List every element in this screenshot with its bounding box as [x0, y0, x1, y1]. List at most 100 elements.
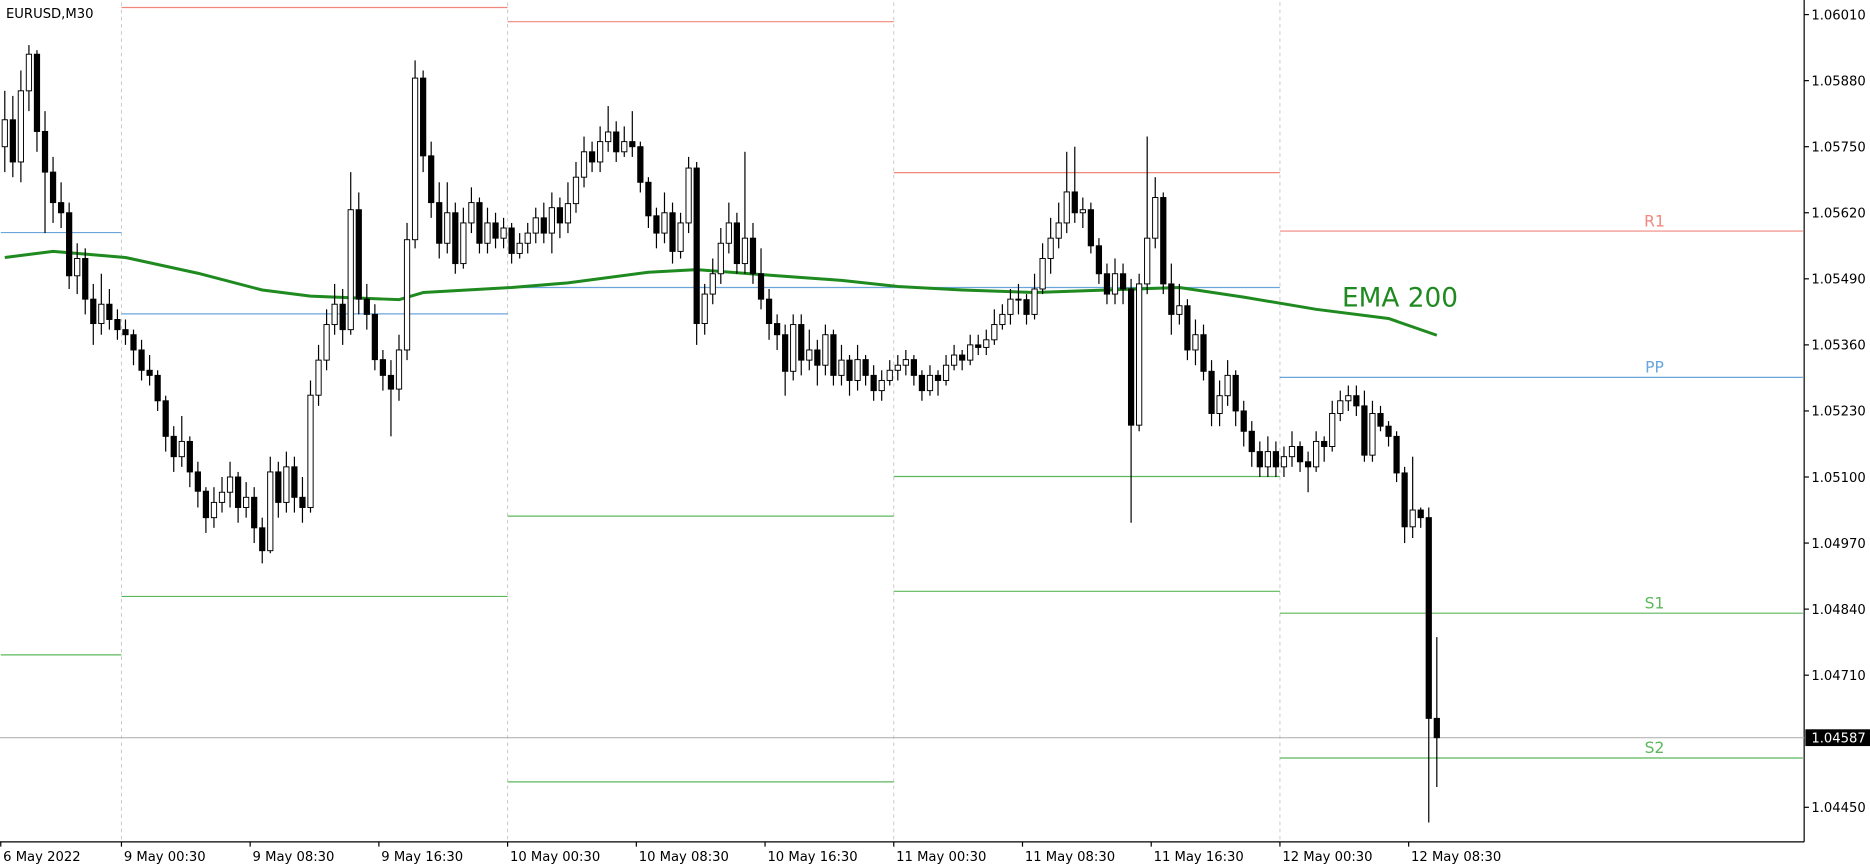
candle-body — [1417, 509, 1424, 519]
candle-body — [243, 496, 250, 508]
candle-body — [1015, 298, 1022, 301]
candle-body — [299, 496, 306, 508]
candle-body — [621, 141, 628, 153]
candle-body — [653, 215, 660, 234]
candle-body — [685, 167, 692, 224]
y-tick-label: 1.04970 — [1811, 537, 1865, 552]
candle-body — [1401, 472, 1408, 528]
candle-body — [90, 298, 97, 325]
y-tick-label: 1.04710 — [1811, 669, 1865, 684]
candle-body — [218, 491, 226, 503]
candle-body — [363, 298, 370, 315]
candle-body — [798, 324, 805, 361]
candle-body — [524, 232, 531, 244]
candle-body — [516, 242, 523, 254]
candle-body — [1361, 405, 1368, 456]
candle-body — [1007, 298, 1014, 315]
candle-body — [959, 354, 966, 361]
candle-body — [41, 130, 49, 173]
candle-body — [379, 359, 387, 376]
candle-body — [1184, 305, 1191, 351]
candle-body — [991, 324, 998, 341]
candle-body — [1136, 283, 1143, 426]
candle-body — [66, 212, 73, 277]
candle-body — [806, 349, 813, 361]
candle-body — [9, 119, 16, 163]
candle-body — [910, 359, 917, 376]
candle-body — [1095, 245, 1103, 275]
candle-body — [1055, 222, 1062, 239]
candle-body — [814, 349, 821, 366]
x-tick-label: 11 May 08:30 — [1025, 850, 1115, 865]
y-tick-label: 1.05100 — [1811, 471, 1865, 486]
candle-body — [226, 476, 234, 493]
candle-body — [1087, 209, 1094, 247]
y-tick-label: 1.05620 — [1811, 207, 1865, 222]
x-tick-label: 10 May 16:30 — [767, 850, 857, 865]
candle-body — [942, 364, 950, 381]
candle-body — [17, 90, 24, 163]
candle-body — [1409, 509, 1416, 528]
candle-body — [605, 131, 612, 143]
candle-body — [1256, 451, 1263, 468]
candle-body — [669, 212, 676, 252]
candle-body — [733, 222, 741, 265]
candle-body — [154, 374, 161, 402]
candle-body — [460, 222, 467, 265]
candle-body — [1272, 451, 1280, 468]
candle-body — [983, 339, 990, 348]
y-tick-label: 1.05490 — [1811, 273, 1865, 288]
candle-body — [661, 212, 668, 234]
y-tick-label: 1.05750 — [1811, 140, 1865, 155]
candle-body — [146, 369, 153, 376]
candle-body — [862, 359, 869, 376]
candle-body — [1232, 374, 1239, 412]
candle-body — [1264, 451, 1271, 468]
candle-body — [886, 369, 893, 381]
candle-body — [830, 334, 837, 376]
candle-body — [74, 258, 81, 277]
candle-body — [291, 466, 298, 498]
candle-body — [580, 151, 588, 178]
candle-body — [1313, 440, 1320, 468]
candle-body — [1296, 446, 1304, 463]
candle-body — [926, 374, 934, 392]
candle-body — [1063, 191, 1070, 224]
candle-body — [765, 298, 773, 325]
candle-body — [210, 501, 218, 519]
candle-body — [106, 303, 113, 320]
candle-body — [444, 212, 451, 244]
x-tick-label: 10 May 00:30 — [510, 850, 600, 865]
candle-body — [428, 155, 435, 204]
candle-body — [1047, 237, 1054, 259]
candle-body — [782, 334, 789, 372]
candle-body — [57, 202, 65, 214]
candle-body — [202, 490, 210, 519]
candle-body — [1216, 395, 1223, 414]
candle-body — [49, 171, 57, 204]
pivot-label: S2 — [1645, 739, 1665, 757]
candle-body — [757, 273, 765, 300]
candle-body — [572, 176, 580, 205]
x-tick-label: 11 May 00:30 — [896, 850, 986, 865]
candle-body — [355, 209, 362, 300]
candle-body — [138, 349, 145, 371]
candle-body — [395, 349, 403, 390]
candle-body — [790, 324, 797, 372]
candle-body — [588, 151, 596, 163]
candle-body — [411, 77, 419, 241]
candle-body — [629, 141, 636, 148]
candle-body — [725, 222, 732, 244]
y-tick-label: 1.05230 — [1811, 405, 1865, 420]
candle-body — [33, 53, 41, 132]
pivot-label: S1 — [1645, 594, 1665, 612]
candle-body — [1240, 410, 1247, 432]
candle-body — [275, 471, 282, 503]
candle-body — [1144, 237, 1151, 285]
x-tick-label: 12 May 08:30 — [1411, 850, 1501, 865]
candle-body — [717, 242, 724, 275]
candle-body — [1385, 425, 1392, 437]
chart-title: EURUSD,M30 — [6, 7, 93, 22]
candle-body — [170, 435, 177, 458]
candle-body — [1425, 517, 1432, 719]
